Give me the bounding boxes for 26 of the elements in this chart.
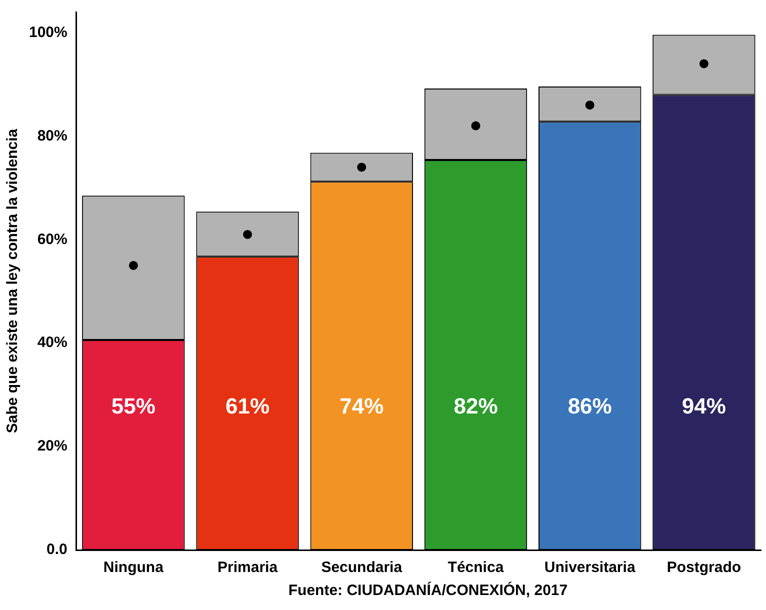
annotation: 55% [111,393,156,418]
y-tick-label: 60% [37,230,68,248]
source-note: Fuente: CIUDADANÍA/CONEXIÓN, 2017 [287,582,569,599]
x-tick-label: Primaria [218,559,278,576]
x-tick-label: Ninguna [103,559,164,576]
point [357,162,366,172]
point [243,230,252,239]
point [471,121,480,130]
x-tick-label: Técnica [448,559,504,576]
point [128,260,138,270]
annotation: 82% [454,393,498,418]
point [699,59,708,68]
y-tick-label: 20% [37,438,68,455]
annotation: 94% [682,393,726,418]
y-tick-label: 40% [37,334,68,352]
annotation: 86% [568,393,612,418]
annotation: 74% [340,393,384,418]
point [585,100,594,110]
x-tick-label: Universitaria [544,559,636,576]
y-tick-label: 80% [37,127,68,144]
y-tick-label: 100% [28,24,68,41]
annotation: 61% [226,393,270,418]
x-tick-label: Postgrado [666,559,742,576]
x-tick-label: Secundaria [321,559,403,576]
y-axis-title: Sabe que existe una ley contra la violencia [4,128,22,434]
y-tick-label: 0.0 [46,541,68,558]
